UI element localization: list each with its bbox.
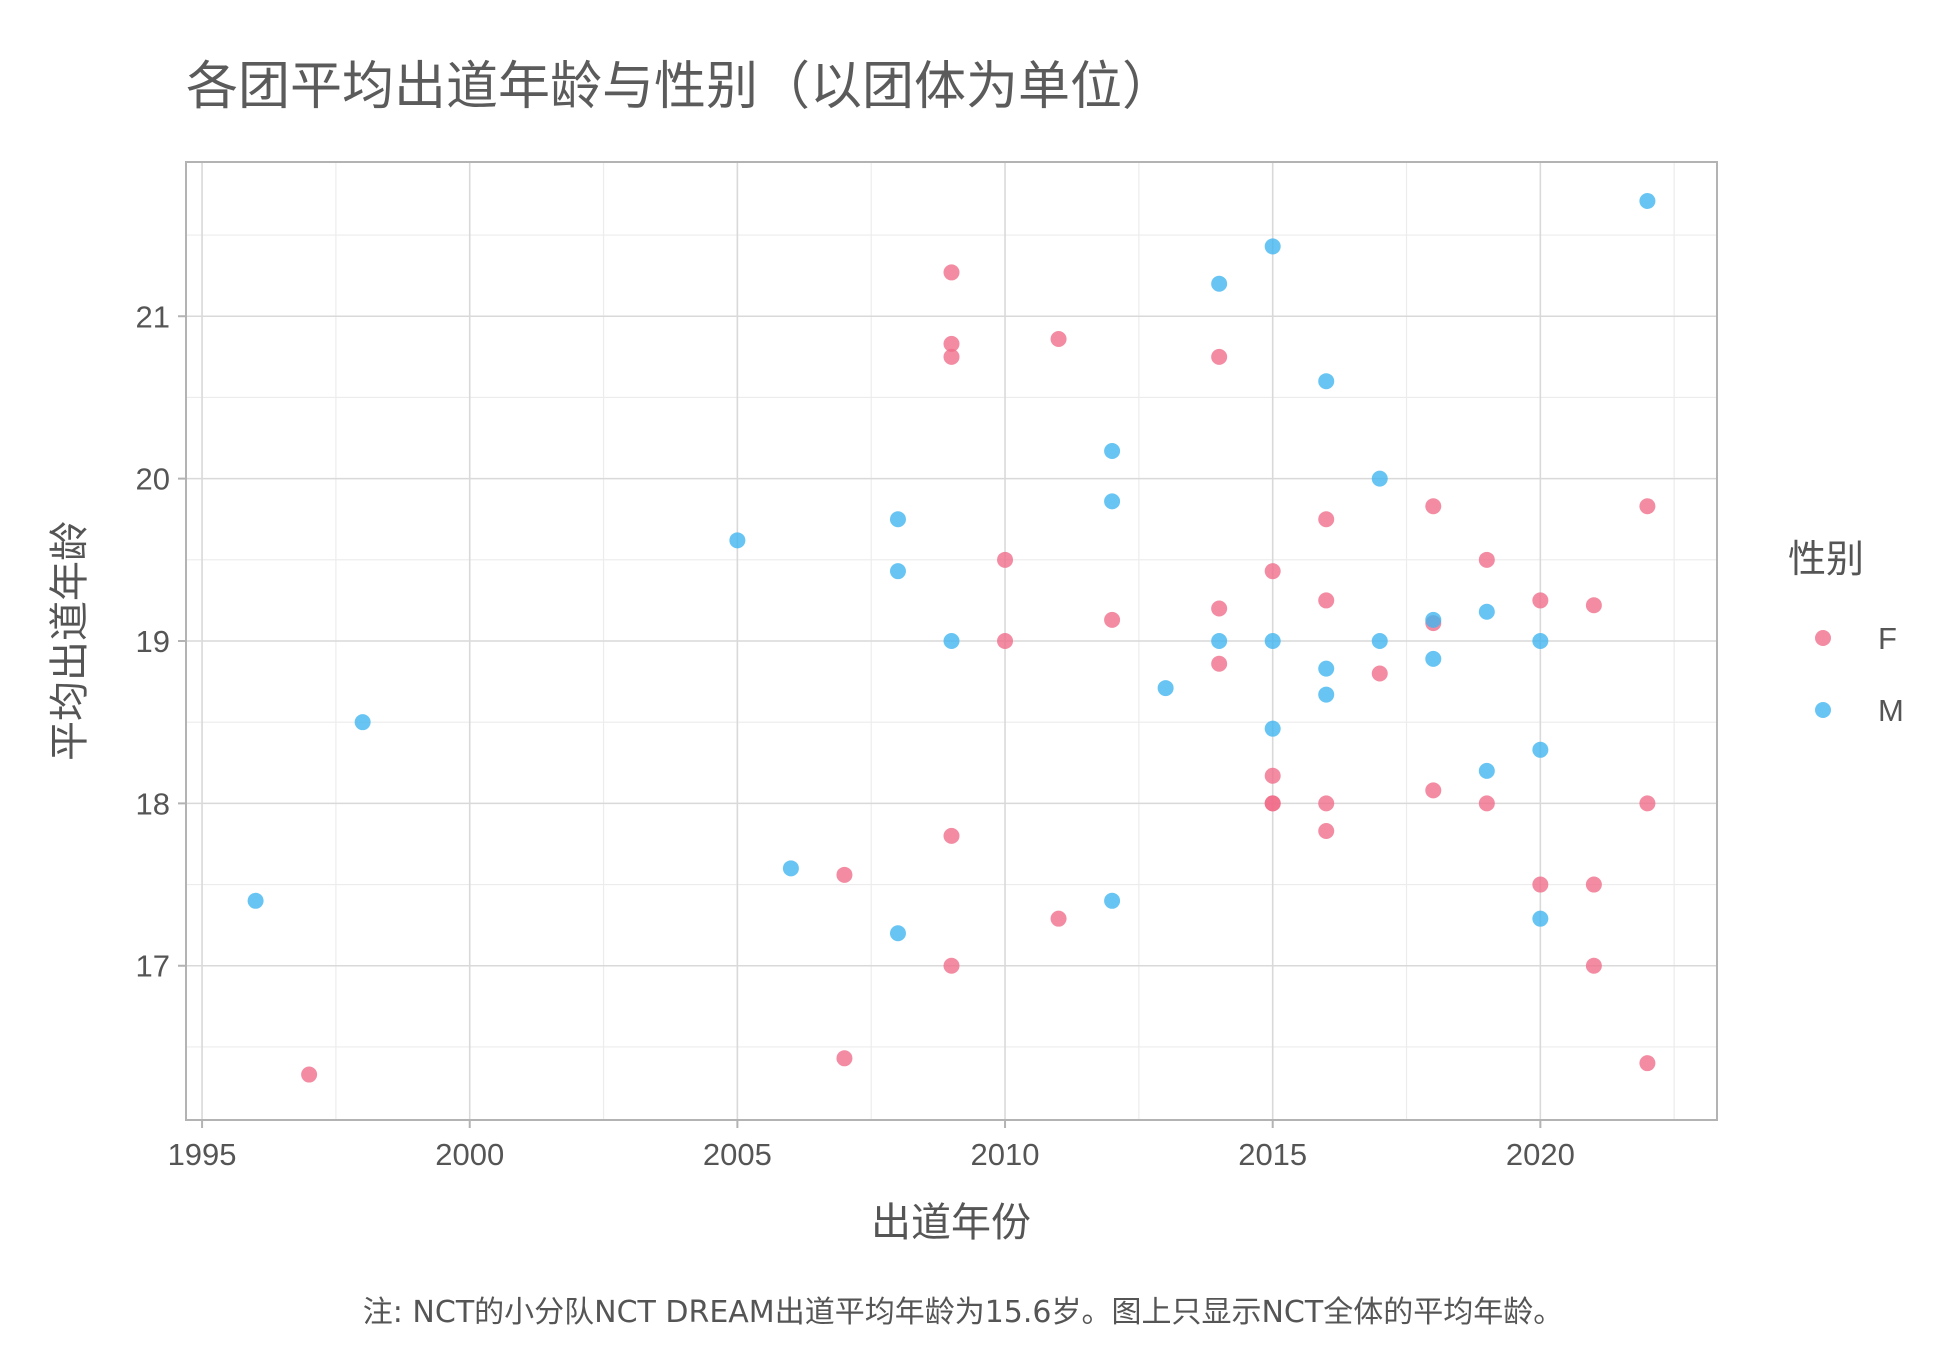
data-point-f: [1425, 782, 1441, 798]
data-point-m: [1318, 661, 1334, 677]
data-point-f: [1532, 877, 1548, 893]
data-point-f: [1104, 612, 1120, 628]
legend-label-m: M: [1878, 693, 1904, 728]
data-point-f: [944, 264, 960, 280]
data-point-m: [1158, 680, 1174, 696]
data-point-m: [890, 511, 906, 527]
data-point-f: [1479, 552, 1495, 568]
data-point-m: [1532, 742, 1548, 758]
legend-key-m: [1815, 702, 1831, 718]
legend: 性别 F M: [1788, 537, 1904, 728]
data-point-f: [1318, 823, 1334, 839]
data-point-f: [1265, 563, 1281, 579]
legend-key-f: [1815, 630, 1831, 646]
data-point-m: [355, 714, 371, 730]
data-point-m: [1265, 721, 1281, 737]
data-point-m: [1265, 633, 1281, 649]
x-tick-label: 2015: [1238, 1137, 1307, 1172]
data-point-f: [1051, 911, 1067, 927]
data-point-m: [944, 633, 960, 649]
legend-label-f: F: [1878, 621, 1897, 656]
data-point-f: [1211, 656, 1227, 672]
data-point-f: [1318, 511, 1334, 527]
data-point-m: [1639, 193, 1655, 209]
data-point-f: [944, 958, 960, 974]
data-point-m: [1425, 612, 1441, 628]
legend-title: 性别: [1788, 537, 1864, 581]
data-point-f: [1532, 592, 1548, 608]
data-point-f: [1265, 795, 1281, 811]
y-tick-label: 21: [136, 299, 170, 334]
data-point-f: [836, 1050, 852, 1066]
data-point-f: [1639, 498, 1655, 514]
chart-caption: 注: NCT的小分队NCT DREAM出道平均年龄为15.6岁。图上只显示NCT…: [363, 1295, 1563, 1330]
data-point-m: [248, 893, 264, 909]
data-point-m: [890, 563, 906, 579]
data-point-f: [1318, 592, 1334, 608]
data-point-f: [997, 633, 1013, 649]
data-point-m: [1211, 633, 1227, 649]
data-point-m: [1479, 604, 1495, 620]
data-point-f: [1639, 1055, 1655, 1071]
y-tick-label: 20: [136, 462, 170, 497]
x-tick-label: 2000: [435, 1137, 504, 1172]
chart-title: 各团平均出道年龄与性别（以团体为单位）: [186, 57, 1174, 117]
data-point-m: [1318, 373, 1334, 389]
data-point-f: [1051, 331, 1067, 347]
data-point-m: [1211, 276, 1227, 292]
data-point-f: [1586, 597, 1602, 613]
data-point-f: [997, 552, 1013, 568]
data-point-m: [783, 860, 799, 876]
data-point-f: [1586, 958, 1602, 974]
data-point-f: [1425, 498, 1441, 514]
y-axis-title: 平均出道年龄: [47, 521, 93, 761]
data-point-m: [1532, 911, 1548, 927]
data-point-m: [1425, 651, 1441, 667]
data-point-f: [1318, 795, 1334, 811]
data-point-f: [1586, 877, 1602, 893]
data-point-m: [1265, 238, 1281, 254]
x-tick-label: 2010: [971, 1137, 1040, 1172]
data-point-f: [944, 828, 960, 844]
y-tick-label: 18: [136, 786, 170, 821]
data-points: [248, 193, 1656, 1083]
x-tick-label: 1995: [168, 1137, 237, 1172]
data-point-m: [1532, 633, 1548, 649]
data-point-f: [1211, 349, 1227, 365]
data-point-f: [301, 1067, 317, 1083]
data-point-m: [1104, 443, 1120, 459]
data-point-m: [1104, 893, 1120, 909]
x-tick-label: 2005: [703, 1137, 772, 1172]
data-point-m: [1372, 471, 1388, 487]
y-tick-label: 19: [136, 624, 170, 659]
data-point-m: [1479, 763, 1495, 779]
data-point-m: [1318, 687, 1334, 703]
x-axis-title: 出道年份: [871, 1200, 1031, 1246]
data-point-m: [1104, 493, 1120, 509]
x-tick-label: 2020: [1506, 1137, 1575, 1172]
y-tick-label: 17: [136, 949, 170, 984]
data-point-f: [1265, 768, 1281, 784]
data-point-m: [890, 925, 906, 941]
data-point-f: [1372, 665, 1388, 681]
data-point-m: [1372, 633, 1388, 649]
x-axis: 1995 2000 2005 2010 2015 2020: [168, 1120, 1575, 1172]
data-point-m: [729, 532, 745, 548]
y-axis: 17 18 19 20 21: [136, 299, 186, 983]
data-point-f: [1639, 795, 1655, 811]
data-point-f: [944, 349, 960, 365]
data-point-f: [1479, 795, 1495, 811]
data-point-f: [836, 867, 852, 883]
data-point-f: [1211, 601, 1227, 617]
